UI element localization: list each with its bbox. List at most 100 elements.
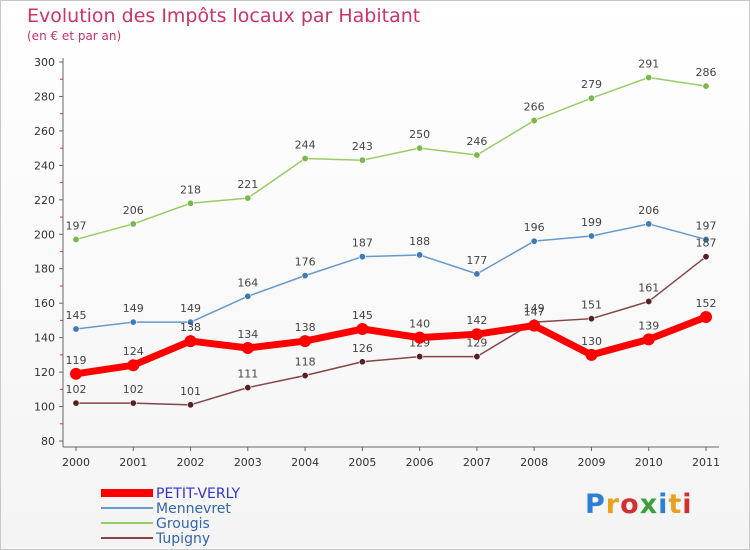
data-point <box>358 253 366 261</box>
data-point <box>585 348 598 361</box>
data-label: 199 <box>581 216 602 229</box>
data-label: 221 <box>237 178 258 191</box>
data-label: 111 <box>237 368 258 381</box>
data-label: 187 <box>352 237 373 250</box>
data-point <box>528 319 541 332</box>
data-point <box>416 353 424 361</box>
data-label: 266 <box>524 101 545 114</box>
data-point <box>244 194 252 202</box>
data-point <box>301 372 309 380</box>
data-label: 188 <box>409 235 430 248</box>
logo-letter: t <box>668 489 683 520</box>
logo-letter: r <box>605 489 621 520</box>
data-label: 142 <box>466 314 487 327</box>
data-label: 244 <box>295 138 316 151</box>
x-tick-label: 2003 <box>234 456 262 469</box>
y-tick-label: 240 <box>34 159 55 172</box>
legend-label: PETIT-VERLY <box>156 486 241 502</box>
data-point <box>702 235 710 243</box>
data-point <box>413 331 426 344</box>
data-label: 145 <box>66 309 87 322</box>
data-label: 130 <box>581 335 602 348</box>
series-line <box>75 76 707 241</box>
data-point <box>187 401 195 409</box>
data-point <box>642 333 655 346</box>
data-point <box>184 335 197 348</box>
data-point <box>301 272 309 280</box>
x-tick-label: 2009 <box>577 456 605 469</box>
logo-letter: P <box>585 489 606 520</box>
data-point <box>645 74 653 82</box>
data-point <box>358 358 366 366</box>
logo-letter: i <box>682 489 693 520</box>
data-point <box>358 156 366 164</box>
y-tick-label: 280 <box>34 90 55 103</box>
data-label: 152 <box>696 297 717 310</box>
data-label: 161 <box>638 281 659 294</box>
data-label: 279 <box>581 78 602 91</box>
legend-label: Mennevret <box>156 501 231 517</box>
x-tick-label: 2004 <box>291 456 319 469</box>
data-label: 243 <box>352 140 373 153</box>
legend-label: Grougis <box>156 516 210 532</box>
data-point <box>645 220 653 228</box>
data-point <box>470 328 483 341</box>
data-point <box>645 297 653 305</box>
data-label: 134 <box>237 328 258 341</box>
data-label: 102 <box>66 383 87 396</box>
x-tick-label: 2007 <box>463 456 491 469</box>
logo-letter: x <box>639 489 659 520</box>
y-tick-label: 80 <box>41 435 55 448</box>
data-point <box>129 399 137 407</box>
data-point <box>299 335 312 348</box>
data-label: 187 <box>696 237 717 250</box>
data-label: 197 <box>696 219 717 232</box>
data-point <box>473 151 481 159</box>
data-label: 145 <box>352 309 373 322</box>
data-label: 129 <box>466 337 487 350</box>
data-label: 119 <box>66 354 87 367</box>
data-point <box>70 367 82 380</box>
data-label: 147 <box>524 306 545 319</box>
data-point <box>587 232 595 240</box>
y-tick-label: 160 <box>34 297 55 310</box>
y-tick-label: 140 <box>34 332 55 345</box>
data-point <box>530 117 538 125</box>
data-label: 176 <box>295 256 316 269</box>
y-tick-label: 260 <box>34 125 55 138</box>
data-point <box>702 253 710 261</box>
data-label: 118 <box>295 356 316 369</box>
x-tick-label: 2001 <box>119 456 147 469</box>
data-label: 177 <box>466 254 487 267</box>
data-label: 149 <box>180 302 201 315</box>
data-point <box>530 237 538 245</box>
y-tick-label: 220 <box>34 194 55 207</box>
logo-letter: o <box>620 489 640 520</box>
proxiti-logo: Proxiti <box>585 489 693 520</box>
data-label: 206 <box>123 204 144 217</box>
y-tick-label: 100 <box>34 401 55 414</box>
data-point <box>187 199 195 207</box>
data-label: 126 <box>352 342 373 355</box>
data-point <box>129 318 137 326</box>
legend-label: Tupigny <box>155 531 210 547</box>
data-label: 102 <box>123 383 144 396</box>
data-point <box>356 323 369 336</box>
series-line <box>75 255 707 406</box>
data-point <box>127 359 140 372</box>
x-tick-label: 2008 <box>520 456 548 469</box>
x-tick-label: 2011 <box>692 456 720 469</box>
data-label: 140 <box>409 318 430 331</box>
data-point <box>587 94 595 102</box>
data-label: 206 <box>638 204 659 217</box>
data-label: 151 <box>581 299 602 312</box>
data-label: 149 <box>524 302 545 315</box>
x-tick-label: 2005 <box>348 456 376 469</box>
series-line <box>72 313 710 378</box>
data-point <box>72 235 80 243</box>
y-tick-label: 120 <box>34 366 55 379</box>
data-point <box>700 310 712 323</box>
data-label: 164 <box>237 276 258 289</box>
data-label: 138 <box>180 321 201 334</box>
